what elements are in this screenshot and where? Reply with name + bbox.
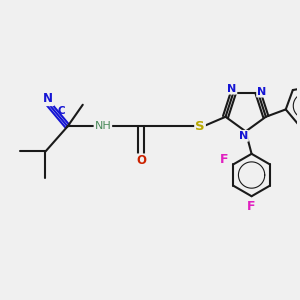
Text: C: C (57, 106, 65, 116)
Text: N: N (227, 84, 236, 94)
Text: F: F (220, 153, 229, 166)
Text: NH: NH (94, 122, 111, 131)
Text: O: O (136, 154, 146, 167)
Text: N: N (43, 92, 53, 105)
Text: F: F (247, 200, 256, 213)
Text: N: N (257, 87, 266, 97)
Text: S: S (195, 120, 205, 133)
Text: N: N (239, 131, 248, 141)
